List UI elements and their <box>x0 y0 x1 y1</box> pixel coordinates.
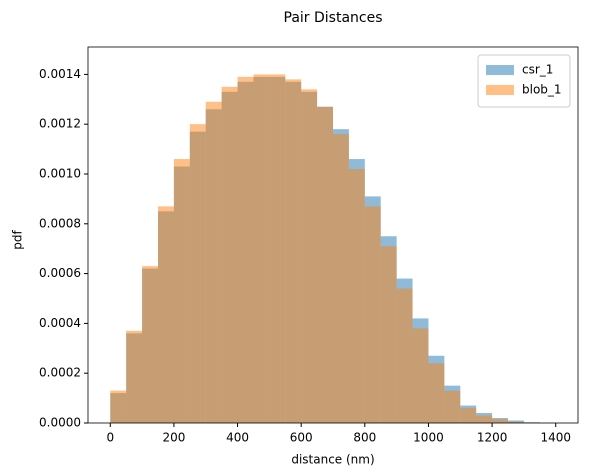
legend-label: csr_1 <box>522 63 553 77</box>
bar <box>173 159 190 423</box>
bar <box>301 89 318 424</box>
x-tick-label: 400 <box>226 431 249 445</box>
y-tick-label: 0.0000 <box>39 416 81 430</box>
y-tick-label: 0.0006 <box>39 266 81 280</box>
bar <box>110 390 127 423</box>
bar <box>412 328 429 423</box>
bar <box>333 134 349 423</box>
x-tick-label: 1200 <box>477 431 508 445</box>
bar <box>492 419 508 423</box>
x-tick-label: 800 <box>353 431 376 445</box>
bar <box>508 421 524 423</box>
bar <box>428 363 445 423</box>
x-tick-label: 1400 <box>540 431 571 445</box>
bar <box>253 74 270 423</box>
y-tick-label: 0.0002 <box>39 366 81 380</box>
bar <box>189 124 206 424</box>
bar <box>476 415 493 423</box>
y-tick-label: 0.0012 <box>39 117 81 131</box>
legend-label: blob_1 <box>522 83 562 97</box>
bar <box>221 86 238 423</box>
x-axis-label: distance (nm) <box>291 453 374 467</box>
bar <box>205 101 222 423</box>
x-tick-label: 1000 <box>413 431 444 445</box>
legend-swatch <box>486 85 514 95</box>
y-tick-label: 0.0014 <box>39 67 81 81</box>
y-axis-label: pdf <box>11 230 25 250</box>
y-tick-label: 0.0008 <box>39 216 81 230</box>
legend-swatch <box>486 65 514 75</box>
y-tick-label: 0.0010 <box>39 166 81 180</box>
y-tick-label: 0.0004 <box>39 316 81 330</box>
bar <box>396 288 413 423</box>
bar <box>317 106 333 423</box>
bar <box>364 206 381 423</box>
bar <box>269 74 286 423</box>
bar <box>142 266 158 423</box>
bar <box>444 390 461 423</box>
bar <box>348 169 365 423</box>
bar <box>285 79 302 424</box>
bar <box>237 76 254 423</box>
chart-title: Pair Distances <box>284 10 383 26</box>
bar <box>126 330 143 423</box>
x-tick-label: 200 <box>162 431 185 445</box>
bar <box>158 206 174 423</box>
x-tick-label: 600 <box>290 431 313 445</box>
x-tick-label: 0 <box>106 431 114 445</box>
bar <box>380 246 397 423</box>
plot-frame <box>87 46 579 424</box>
bar <box>460 408 477 423</box>
